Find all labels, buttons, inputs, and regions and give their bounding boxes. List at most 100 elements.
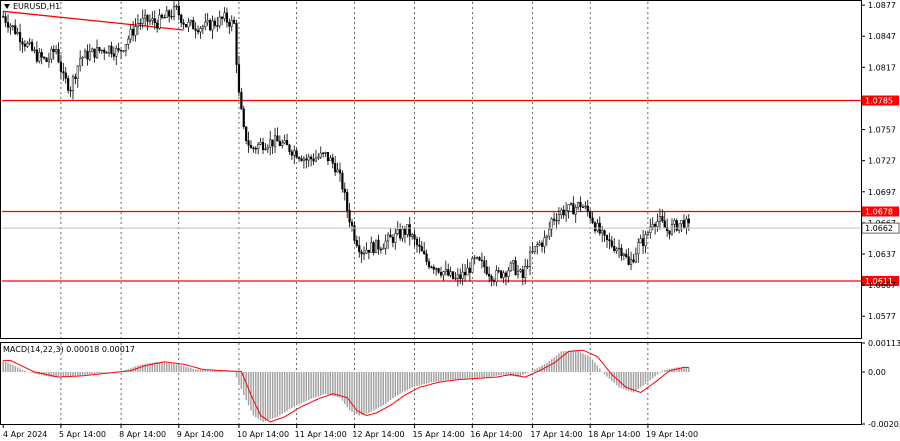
- candle-body: [134, 26, 137, 36]
- candle-body: [473, 257, 476, 259]
- dropdown-triangle-icon[interactable]: [4, 4, 10, 9]
- candle-body: [322, 152, 325, 155]
- candle-body: [196, 30, 200, 33]
- candle-body: [297, 157, 301, 159]
- candle-body: [382, 247, 385, 250]
- candle-body: [675, 220, 678, 231]
- candle-body: [540, 242, 544, 247]
- price-tick-label: 1.0817: [868, 63, 896, 72]
- candle-body: [208, 20, 212, 31]
- candle-body: [567, 204, 570, 212]
- candle-body: [620, 247, 623, 256]
- candle-body: [254, 148, 257, 150]
- candle-body: [110, 45, 113, 55]
- candle-body: [2, 16, 5, 18]
- candle-body: [408, 224, 411, 237]
- candle-body: [74, 76, 77, 79]
- candle-body: [293, 150, 296, 156]
- candle-body: [79, 58, 82, 67]
- candle-body: [269, 139, 272, 148]
- candle-body: [666, 227, 669, 231]
- candle-body: [519, 269, 522, 272]
- candle-body: [334, 163, 337, 173]
- macd-tick-label: -0.00203: [868, 420, 900, 429]
- candle-body: [603, 230, 606, 236]
- candle-body: [427, 261, 431, 268]
- candle-body: [577, 202, 580, 208]
- candle-body: [550, 218, 553, 230]
- price-axis: 1.0877 1.0847 1.0817 1.0757 1.0727 1.0697 1.06…: [2, 1, 900, 429]
- candle-body: [235, 23, 238, 65]
- candle-body: [40, 52, 43, 58]
- candle-body: [617, 247, 621, 250]
- candle-body: [218, 16, 221, 27]
- candle-body: [442, 271, 445, 276]
- macd-tick-label: 0.00113: [868, 339, 900, 348]
- candle-body: [608, 239, 611, 242]
- candle-body: [471, 258, 474, 273]
- candle-body: [230, 19, 233, 27]
- candle-body: [26, 43, 29, 47]
- candle-body: [512, 260, 515, 264]
- candle-body: [264, 148, 267, 151]
- candle-body: [418, 244, 421, 247]
- candle-body: [91, 48, 94, 53]
- price-tick-label: 1.0847: [868, 32, 896, 41]
- candle-body: [204, 21, 207, 27]
- time-tick-label: 10 Apr 14:00: [237, 430, 289, 439]
- candle-body: [221, 16, 224, 19]
- candle-body: [216, 25, 219, 27]
- candle-body: [119, 49, 123, 52]
- candle-body: [122, 50, 125, 52]
- candle-body: [175, 5, 178, 8]
- candle-body: [456, 274, 459, 279]
- candle-body: [341, 172, 344, 190]
- candle-body: [632, 259, 635, 263]
- price-tick-label: 1.0637: [868, 250, 896, 259]
- candle-body: [199, 28, 202, 33]
- candle-body: [112, 53, 115, 57]
- candle-body: [538, 242, 541, 245]
- level-label-box: [862, 275, 899, 286]
- candle-body: [533, 246, 536, 252]
- candle-body: [406, 224, 409, 235]
- candle-body: [444, 269, 447, 273]
- candle-body: [601, 230, 604, 234]
- trendline[interactable]: [3, 10, 184, 31]
- horizontal-levels[interactable]: 1.0785 1.0678 1.0611: [2, 95, 899, 286]
- time-tick-label: 9 Apr 14:00: [177, 430, 224, 439]
- candle-body: [259, 142, 262, 145]
- candle-body: [350, 221, 354, 226]
- candle-body: [485, 266, 488, 275]
- candle-body: [377, 239, 380, 250]
- candle-body: [552, 218, 556, 221]
- candle-body: [115, 48, 118, 57]
- candle-body: [281, 142, 284, 146]
- candle-body: [459, 274, 462, 279]
- candle-body: [389, 234, 392, 238]
- macd-histogram: [2, 349, 690, 423]
- candle-body: [646, 232, 649, 235]
- candle-body: [605, 235, 609, 240]
- candle-body: [355, 240, 358, 246]
- candle-body: [531, 251, 534, 253]
- macd-signal-line: [3, 349, 689, 423]
- candle-body: [76, 65, 79, 79]
- candle-body: [439, 272, 443, 276]
- candle-body: [461, 271, 464, 279]
- time-tick-label: 11 Apr 14:00: [295, 430, 347, 439]
- candle-body: [285, 140, 289, 146]
- candle-body: [266, 146, 269, 150]
- candle-body: [521, 269, 524, 278]
- candle-body: [213, 20, 216, 26]
- level-label: 1.0678: [865, 207, 893, 216]
- candle-body: [129, 29, 132, 40]
- candle-body: [257, 143, 260, 150]
- candle-body: [627, 256, 630, 265]
- candle-body: [211, 20, 214, 31]
- candle-body: [654, 224, 657, 227]
- candle-body: [300, 158, 303, 162]
- candle-body: [497, 270, 500, 272]
- candle-body: [201, 26, 204, 29]
